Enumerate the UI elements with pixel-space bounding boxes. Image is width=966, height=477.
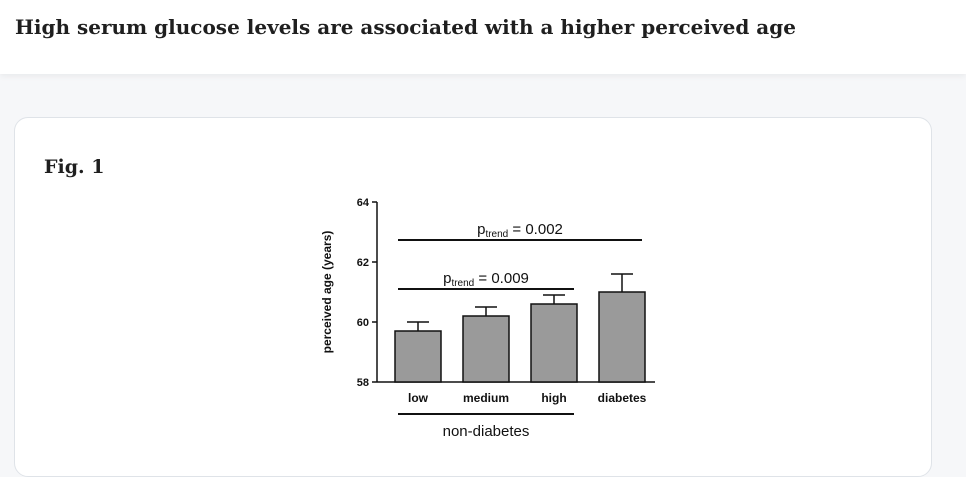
- y-tick-label: 62: [357, 257, 369, 269]
- bar-chart: 58 60 62 64 perceived age (years) low medium hi…: [320, 197, 655, 440]
- page-header: High serum glucose levels are associated…: [0, 0, 966, 74]
- p-trend-label-2: ptrend = 0.009: [443, 270, 529, 289]
- bar-high: [530, 303, 578, 383]
- y-tick-label: 64: [357, 197, 370, 209]
- x-tick-label-low: low: [408, 391, 429, 405]
- bar-diabetes: [598, 291, 646, 383]
- figure-card: Fig. 1 58 60 62 64 perceived age (years) low m…: [14, 117, 932, 477]
- y-tick-label: 58: [357, 377, 369, 389]
- x-tick-label-medium: medium: [463, 391, 509, 405]
- bar-medium: [462, 315, 510, 383]
- figure-label: Fig. 1: [44, 156, 105, 178]
- p-trend-label-1: ptrend = 0.002: [477, 221, 563, 240]
- y-tick-label: 60: [357, 317, 369, 329]
- y-axis-label: perceived age (years): [320, 231, 334, 354]
- page-title: High serum glucose levels are associated…: [15, 15, 796, 39]
- x-tick-label-diabetes: diabetes: [598, 391, 647, 405]
- x-tick-label-high: high: [541, 391, 566, 405]
- group-label: non-diabetes: [443, 423, 530, 440]
- bar-low: [394, 330, 442, 383]
